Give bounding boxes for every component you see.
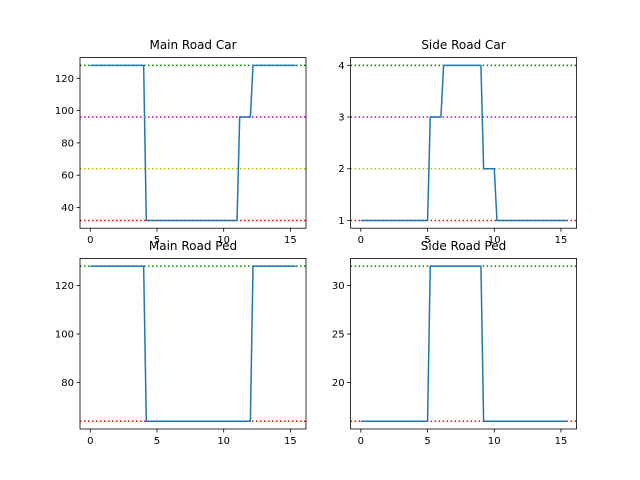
x-tick-label: 10 xyxy=(217,235,230,246)
y-tick-label: 120 xyxy=(55,74,74,85)
y-tick-label: 30 xyxy=(332,281,345,292)
x-tick-label: 15 xyxy=(555,235,568,246)
x-tick-label: 15 xyxy=(284,235,297,246)
x-tick-label: 5 xyxy=(424,436,430,447)
axes-frame xyxy=(79,57,307,229)
x-tick-label: 5 xyxy=(154,235,160,246)
x-tick-label: 10 xyxy=(217,436,230,447)
subplot-side-road-ped: 0 5 10 15 20 25 30 xyxy=(332,257,578,447)
axes-frame xyxy=(350,257,578,430)
y-tick-label: 60 xyxy=(61,171,74,182)
series-line xyxy=(90,64,296,222)
x-tick-label: 0 xyxy=(87,235,93,246)
chart-title: Main Road Car xyxy=(149,38,236,52)
y-tick-label: 3 xyxy=(338,113,344,124)
chart-title: Main Road Ped xyxy=(149,239,237,253)
y-tick-label: 100 xyxy=(55,106,74,117)
x-tick-label: 0 xyxy=(358,235,364,246)
subplot-main-road-car: 0 5 10 15 40 60 80 100 120 xyxy=(55,57,307,246)
x-tick-label: 10 xyxy=(488,235,501,246)
y-tick-label: 40 xyxy=(61,203,74,214)
series-line xyxy=(360,265,567,422)
series-line xyxy=(90,265,296,422)
axes-frame xyxy=(79,257,307,430)
x-tick-label: 15 xyxy=(284,436,297,447)
y-tick-label: 80 xyxy=(61,138,74,149)
y-tick-label: 2 xyxy=(338,164,344,175)
subplot-side-road-car: 0 5 10 15 1 2 3 4 xyxy=(338,57,578,246)
x-tick-label: 0 xyxy=(358,436,364,447)
x-tick-label: 15 xyxy=(555,436,568,447)
y-tick-label: 20 xyxy=(332,378,345,389)
x-tick-label: 5 xyxy=(154,436,160,447)
y-tick-label: 80 xyxy=(61,378,74,389)
y-tick-label: 1 xyxy=(338,216,344,227)
chart-title: Side Road Ped xyxy=(421,239,507,253)
x-tick-label: 5 xyxy=(424,235,430,246)
axes-frame xyxy=(350,57,578,229)
y-tick-label: 120 xyxy=(55,281,74,292)
chart-title: Side Road Car xyxy=(421,38,505,52)
x-tick-label: 0 xyxy=(87,436,93,447)
series-line xyxy=(360,64,567,222)
y-tick-label: 25 xyxy=(332,330,345,341)
x-tick-label: 10 xyxy=(488,436,501,447)
y-tick-label: 100 xyxy=(55,330,74,341)
y-tick-label: 4 xyxy=(338,61,344,72)
subplot-main-road-ped: 0 5 10 15 80 100 120 xyxy=(55,257,307,447)
